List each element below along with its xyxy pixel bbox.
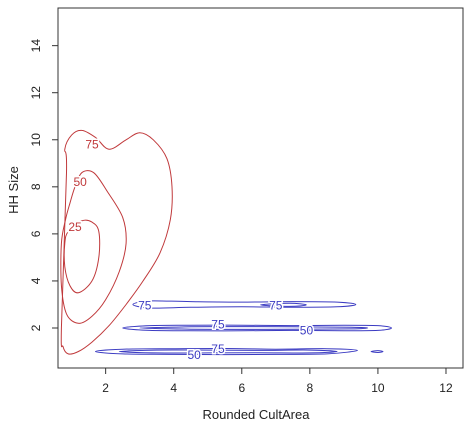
contour-label: 50 — [187, 348, 201, 362]
contour-line — [122, 324, 393, 332]
contour-label: 50 — [300, 323, 314, 337]
contour-labels: 75 50 25 75 75 75 50 75 50 — [67, 136, 315, 364]
x-tick-label: 6 — [238, 381, 245, 395]
contour-label: 50 — [73, 175, 87, 189]
contour-line — [370, 350, 384, 354]
contour-line — [63, 219, 101, 294]
contour-label: 75 — [211, 342, 225, 356]
y-tick-label: 6 — [29, 230, 43, 237]
x-axis: 2 4 6 8 10 12 — [102, 368, 453, 395]
y-tick-label: 8 — [29, 183, 43, 190]
x-axis-label: Rounded CultArea — [203, 407, 311, 422]
contour-line — [132, 300, 357, 309]
y-axis: 2 4 6 8 10 12 14 — [29, 39, 58, 331]
contour-label: 75 — [138, 299, 152, 313]
contour-line — [139, 326, 369, 330]
contour-line — [94, 347, 359, 356]
contour-line — [118, 349, 338, 354]
y-tick-label: 2 — [29, 324, 43, 331]
x-tick-label: 12 — [439, 381, 453, 395]
contour-line — [60, 129, 173, 355]
contour-label: 75 — [211, 317, 225, 331]
plot-border — [57, 7, 464, 369]
y-tick-label: 12 — [29, 86, 43, 100]
x-tick-label: 8 — [307, 381, 314, 395]
y-tick-label: 4 — [29, 277, 43, 284]
contour-label: 25 — [68, 220, 82, 234]
contour-label: 75 — [85, 137, 99, 151]
contour-label: 75 — [269, 299, 283, 313]
y-axis-label: HH Size — [6, 166, 21, 214]
x-tick-label: 10 — [371, 381, 385, 395]
plot-frame — [57, 7, 464, 369]
contour-line — [60, 170, 127, 324]
x-tick-label: 2 — [102, 381, 109, 395]
y-tick-label: 10 — [29, 133, 43, 147]
contour-line — [259, 302, 307, 307]
contour-lines — [60, 129, 393, 356]
x-tick-label: 4 — [170, 381, 177, 395]
y-tick-label: 14 — [29, 39, 43, 53]
